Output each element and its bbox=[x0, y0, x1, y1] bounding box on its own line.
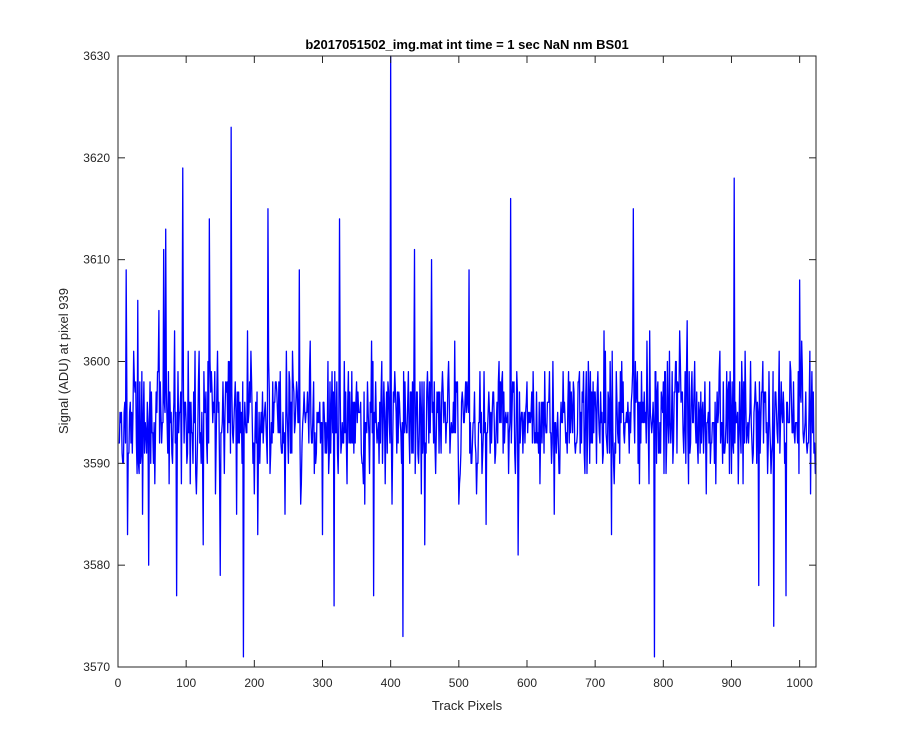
y-tick-label: 3600 bbox=[83, 355, 110, 369]
y-tick-label: 3590 bbox=[83, 456, 110, 470]
y-tick-label: 3570 bbox=[83, 660, 110, 674]
data-layer bbox=[118, 55, 817, 658]
x-tick-label: 600 bbox=[517, 676, 537, 690]
plot-area-background bbox=[118, 56, 816, 667]
x-tick-label: 400 bbox=[381, 676, 401, 690]
x-axis-ticks: 0 100 200 300 400 500 600 700 800 900 1000 bbox=[115, 56, 813, 690]
y-tick-label: 3580 bbox=[83, 558, 110, 572]
signal-series-line bbox=[118, 55, 817, 658]
x-tick-label: 300 bbox=[312, 676, 332, 690]
y-tick-label: 3620 bbox=[83, 151, 110, 165]
chart-title: b2017051502_img.mat int time = 1 sec NaN… bbox=[305, 37, 628, 52]
y-tick-label: 3630 bbox=[83, 49, 110, 63]
x-axis-label: Track Pixels bbox=[432, 698, 503, 713]
x-tick-label: 900 bbox=[721, 676, 741, 690]
y-axis-label: Signal (ADU) at pixel 939 bbox=[56, 288, 71, 434]
x-tick-label: 500 bbox=[449, 676, 469, 690]
x-tick-label: 800 bbox=[653, 676, 673, 690]
x-tick-label: 200 bbox=[244, 676, 264, 690]
x-tick-label: 700 bbox=[585, 676, 605, 690]
y-tick-label: 3610 bbox=[83, 253, 110, 267]
x-tick-label: 100 bbox=[176, 676, 196, 690]
x-tick-label: 0 bbox=[115, 676, 122, 690]
x-tick-label: 1000 bbox=[786, 676, 813, 690]
y-axis-ticks: 3570 3580 3590 3600 3610 3620 3630 bbox=[83, 49, 816, 674]
